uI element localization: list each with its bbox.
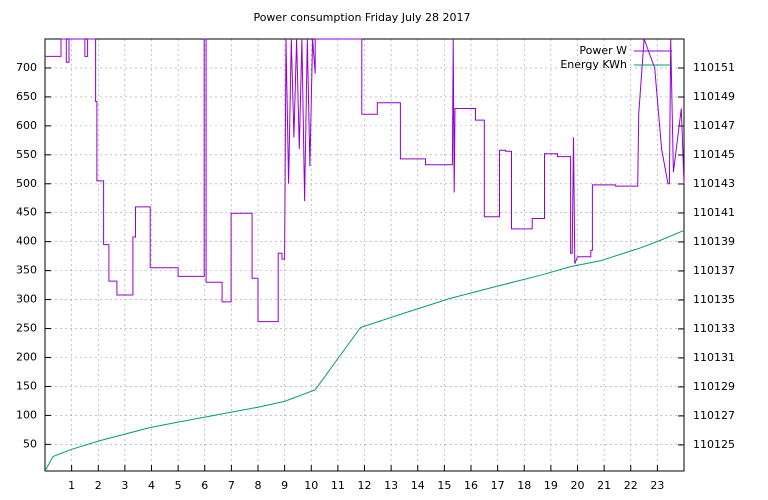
y-tick-label: 600	[16, 119, 37, 132]
x-tick-label: 22	[624, 479, 638, 492]
x-tick-label: 18	[517, 479, 531, 492]
y-tick-label: 50	[23, 437, 37, 450]
y-tick-label: 450	[16, 206, 37, 219]
x-tick-label: 4	[148, 479, 155, 492]
legend-label: Power W	[579, 44, 627, 57]
y2-tick-label: 110125	[693, 438, 735, 451]
x-tick-label: 19	[544, 479, 558, 492]
chart-title: Power consumption Friday July 28 2017	[253, 11, 470, 24]
y2-tick-label: 110131	[693, 351, 735, 364]
x-tick-label: 14	[411, 479, 425, 492]
y2-tick-label: 110133	[693, 322, 735, 335]
x-tick-label: 7	[228, 479, 235, 492]
y2-tick-label: 110129	[693, 380, 735, 393]
y2-tick-label: 110145	[693, 148, 735, 161]
x-tick-label: 3	[121, 479, 128, 492]
x-tick-label: 10	[304, 479, 318, 492]
y-tick-label: 250	[16, 322, 37, 335]
x-tick-label: 13	[384, 479, 398, 492]
y-tick-label: 300	[16, 293, 37, 306]
y2-tick-label: 110127	[693, 409, 735, 422]
y2-tick-label: 110143	[693, 177, 735, 190]
x-tick-label: 6	[201, 479, 208, 492]
y-tick-label: 500	[16, 177, 37, 190]
x-tick-label: 9	[281, 479, 288, 492]
x-tick-label: 2	[95, 479, 102, 492]
x-tick-label: 21	[597, 479, 611, 492]
data-line	[44, 229, 685, 472]
x-tick-label: 8	[255, 479, 262, 492]
x-tick-label: 5	[175, 479, 182, 492]
y2-tick-label: 110135	[693, 293, 735, 306]
y-tick-label: 150	[16, 379, 37, 392]
y-tick-label: 700	[16, 61, 37, 74]
x-tick-label: 15	[437, 479, 451, 492]
y-tick-label: 200	[16, 350, 37, 363]
data-line	[45, 38, 685, 323]
y-tick-label: 350	[16, 264, 37, 277]
legend-label: Energy KWh	[560, 58, 627, 71]
y-tick-label: 400	[16, 235, 37, 248]
y2-tick-label: 110147	[693, 119, 735, 132]
y2-tick-label: 110151	[693, 61, 735, 74]
x-tick-label: 16	[464, 479, 478, 492]
x-tick-label: 23	[650, 479, 664, 492]
x-tick-label: 11	[331, 479, 345, 492]
y-tick-label: 100	[16, 408, 37, 421]
y2-tick-label: 110149	[693, 90, 735, 103]
y-tick-label: 550	[16, 148, 37, 161]
x-tick-label: 1	[68, 479, 75, 492]
y2-tick-label: 110141	[693, 206, 735, 219]
x-tick-label: 20	[571, 479, 585, 492]
x-tick-label: 12	[358, 479, 372, 492]
y-tick-label: 650	[16, 90, 37, 103]
x-tick-label: 17	[491, 479, 505, 492]
y2-tick-label: 110137	[693, 264, 735, 277]
plot-frame	[44, 38, 685, 472]
y2-tick-label: 110139	[693, 235, 735, 248]
